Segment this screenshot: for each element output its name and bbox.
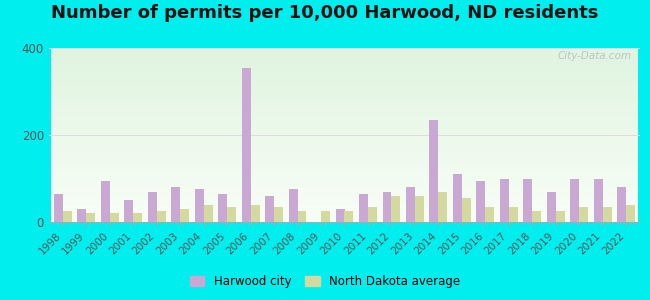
Bar bbox=[242, 68, 251, 222]
Bar bbox=[101, 181, 110, 222]
Bar bbox=[391, 196, 400, 222]
Bar bbox=[594, 178, 603, 222]
Bar bbox=[509, 207, 517, 222]
Bar bbox=[171, 187, 180, 222]
Bar bbox=[289, 189, 298, 222]
Bar bbox=[321, 211, 330, 222]
Bar bbox=[203, 205, 213, 222]
Bar bbox=[382, 191, 391, 222]
Bar bbox=[195, 189, 203, 222]
Bar bbox=[157, 211, 166, 222]
Bar bbox=[579, 207, 588, 222]
Bar bbox=[86, 213, 95, 222]
Bar bbox=[251, 205, 259, 222]
Bar bbox=[570, 178, 579, 222]
Bar bbox=[486, 207, 494, 222]
Bar bbox=[532, 211, 541, 222]
Bar bbox=[218, 194, 227, 222]
Bar bbox=[603, 207, 612, 222]
Bar bbox=[133, 213, 142, 222]
Bar bbox=[110, 213, 119, 222]
Bar bbox=[124, 200, 133, 222]
Bar bbox=[476, 181, 486, 222]
Bar bbox=[406, 187, 415, 222]
Bar bbox=[462, 198, 471, 222]
Bar bbox=[368, 207, 377, 222]
Bar bbox=[148, 191, 157, 222]
Bar bbox=[227, 207, 236, 222]
Bar bbox=[344, 211, 354, 222]
Bar bbox=[430, 120, 438, 222]
Bar bbox=[626, 205, 635, 222]
Legend: Harwood city, North Dakota average: Harwood city, North Dakota average bbox=[185, 270, 465, 292]
Bar bbox=[359, 194, 368, 222]
Bar bbox=[265, 196, 274, 222]
Bar bbox=[180, 209, 189, 222]
Bar bbox=[438, 191, 447, 222]
Bar bbox=[54, 194, 63, 222]
Text: Number of permits per 10,000 Harwood, ND residents: Number of permits per 10,000 Harwood, ND… bbox=[51, 4, 599, 22]
Bar bbox=[335, 209, 345, 222]
Bar bbox=[63, 211, 72, 222]
Bar bbox=[547, 191, 556, 222]
Bar bbox=[274, 207, 283, 222]
Bar bbox=[618, 187, 626, 222]
Bar bbox=[77, 209, 86, 222]
Bar bbox=[523, 178, 532, 222]
Bar bbox=[453, 174, 462, 222]
Bar bbox=[298, 211, 307, 222]
Bar bbox=[415, 196, 424, 222]
Bar bbox=[556, 211, 565, 222]
Text: City-Data.com: City-Data.com bbox=[557, 52, 631, 61]
Bar bbox=[500, 178, 509, 222]
